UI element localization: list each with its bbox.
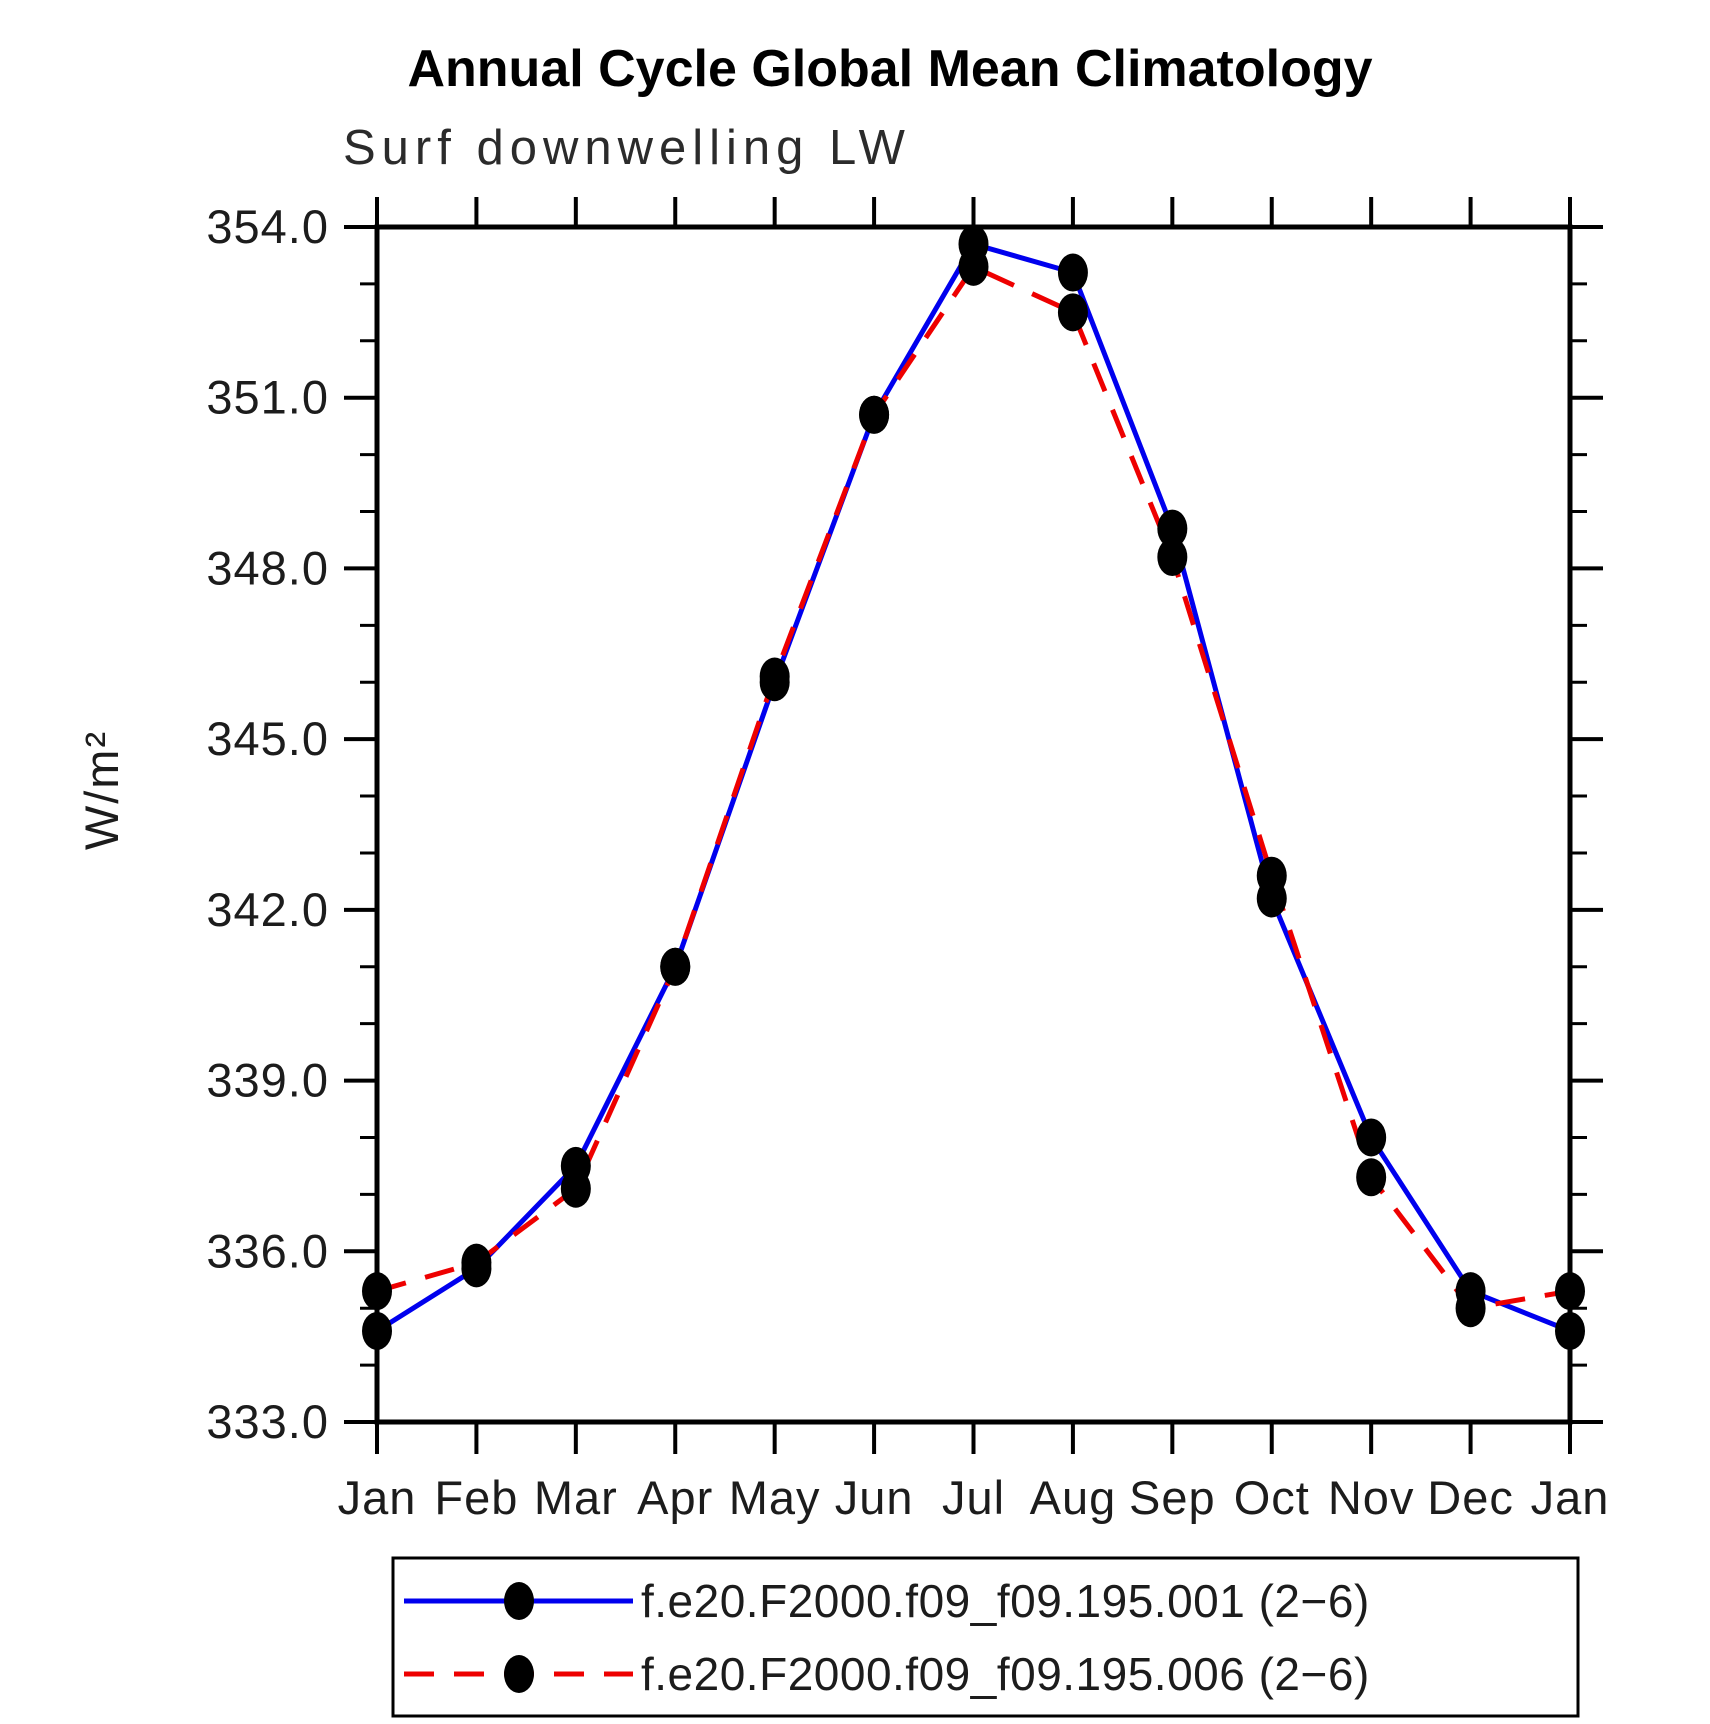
legend-marker-series-2-icon [504,1655,534,1693]
data-point-marker-s2-mar [560,1169,591,1208]
x-tick-label: Feb [434,1471,518,1524]
legend-label-series-1: f.e20.F2000.f09_f09.195.001 (2−6) [641,1575,1370,1627]
x-tick-label: Dec [1427,1471,1514,1524]
series-line-2 [376,263,1571,1311]
data-point-marker-s2-jan [362,1272,392,1311]
data-point-marker-s2-aug [1057,293,1088,332]
data-point-marker-s2-sep [1157,538,1188,577]
x-tick-label: May [729,1471,821,1524]
x-tick-label: Jan [1531,1471,1610,1524]
series-line-1 [375,241,1571,1334]
y-tick-label: 348.0 [206,541,329,594]
x-tick-label: Apr [637,1471,713,1524]
y-tick-label: 339.0 [206,1054,329,1107]
x-tick-label: Nov [1328,1471,1415,1524]
data-point-marker-s2-oct [1256,856,1287,895]
data-point-markers [362,225,1585,1350]
x-tick-label: Oct [1234,1471,1310,1524]
x-tick-label: Jul [942,1471,1005,1524]
data-point-marker-s2-apr [660,947,691,986]
x-tick-label: Aug [1030,1471,1117,1524]
y-tick-label: 354.0 [206,200,329,253]
data-point-marker-s2-nov [1356,1158,1387,1197]
x-tick-label: Mar [534,1471,618,1524]
data-point-marker-s2-jul [958,247,989,286]
legend: f.e20.F2000.f09_f09.195.001 (2−6) f.e20.… [391,1556,1580,1718]
chart-subtitle: Surf downwelling LW [343,121,911,175]
y-axis-title: W/m² [75,730,128,850]
data-point-marker-s2-may [759,657,790,696]
data-point-marker-s2-jan [1555,1272,1585,1311]
x-tick-label: Jan [338,1471,417,1524]
y-tick-label: 342.0 [206,883,329,936]
data-point-marker-s2-dec [1455,1289,1486,1328]
data-point-marker-s1-aug [1057,253,1088,292]
data-point-marker-s2-jun [859,395,890,434]
x-tick-label: Sep [1129,1471,1216,1524]
y-tick-label: 336.0 [206,1224,329,1277]
chart-title: Annual Cycle Global Mean Climatology [407,40,1372,98]
series-lines [375,241,1571,1334]
legend-marker-series-1-icon [504,1582,534,1620]
data-point-marker-s1-jan [1555,1311,1585,1350]
data-point-marker-s1-jan [362,1311,392,1350]
data-point-marker-s1-sep [1157,509,1188,548]
y-tick-label: 333.0 [206,1395,329,1448]
y-tick-label: 351.0 [206,371,329,424]
plot-frame [374,224,1573,1425]
axes: 333.0 336.0 339.0 342.0 345.0 348.0 351.0 354.0… [206,197,1610,1524]
legend-box [391,1556,1580,1718]
x-tick-label: Jun [835,1471,914,1524]
legend-label-series-2: f.e20.F2000.f09_f09.195.006 (2−6) [641,1648,1370,1700]
data-point-marker-s1-nov [1356,1118,1387,1157]
data-point-marker-s2-feb [461,1243,492,1282]
y-tick-label: 345.0 [206,712,329,765]
